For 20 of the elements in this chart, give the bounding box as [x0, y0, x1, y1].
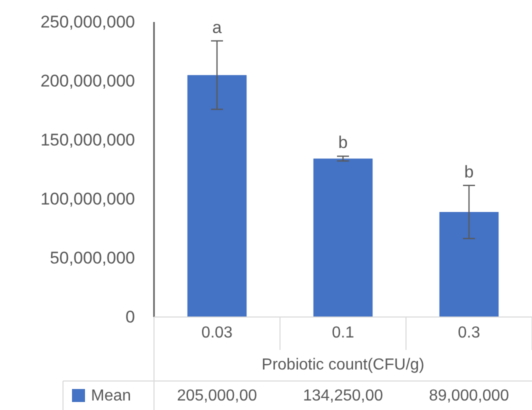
bar: [187, 75, 247, 317]
x-tick-label: 0.3: [458, 324, 480, 342]
legend-label: Mean: [91, 388, 132, 404]
annotation: a: [212, 18, 222, 37]
annotation: b: [338, 133, 348, 152]
bar: [313, 158, 373, 317]
y-tick-label: 250,000,000: [40, 12, 135, 32]
data-label: 134,250,00: [302, 388, 384, 404]
data-label: 205,000,00: [176, 388, 258, 404]
bar: [439, 212, 499, 317]
y-tick-label: 200,000,000: [40, 72, 135, 90]
y-tick-label: 0: [126, 308, 135, 326]
annotation: b: [464, 162, 474, 182]
data-label: 89,000,000: [428, 388, 510, 404]
x-tick-label: 0.1: [332, 324, 354, 342]
x-axis-title: Probiotic count(CFU/g): [262, 356, 424, 374]
y-tick-label: 100,000,000: [40, 190, 135, 208]
y-tick-label: 50,000,000: [50, 248, 135, 268]
x-tick-label: 0.03: [201, 324, 233, 342]
y-tick-label: 150,000,000: [40, 130, 135, 150]
